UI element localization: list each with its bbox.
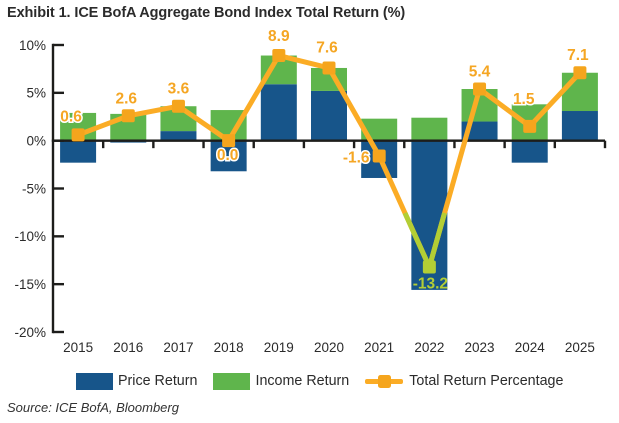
legend-line-square-marker	[377, 374, 391, 388]
x-tick	[101, 140, 105, 149]
y-tick-label-0%: 0%	[26, 133, 46, 148]
line-marker-2017	[171, 99, 185, 113]
y-tick--5%	[53, 187, 64, 190]
x-tick	[503, 140, 506, 149]
data-label-2022: -13.2	[413, 275, 448, 292]
data-label-2024: 1.5	[513, 91, 535, 108]
x-tick	[152, 140, 155, 149]
x-axis-label-2025: 2025	[565, 340, 595, 355]
plot-area: 10% 5% 0% -5% -10% -15% -20% 0.6 2.6 3.6 0.0 8.9 7.6…	[14, 27, 607, 355]
data-label-2021: -1.6	[343, 149, 370, 166]
y-tick--20%	[53, 330, 64, 334]
x-axis-label-2023: 2023	[465, 340, 495, 355]
bar-price-return-2019	[260, 84, 297, 141]
legend-label-price-return: Price Return	[118, 373, 198, 389]
line-marker-2016	[121, 109, 135, 123]
data-label-2019: 8.9	[268, 28, 290, 45]
bar-price-return-2025	[561, 111, 598, 141]
legend-item-income-return: Income Return	[213, 372, 350, 390]
legend-label-income-return: Income Return	[255, 373, 350, 389]
legend-label-total-return: Total Return Percentage	[409, 373, 564, 389]
data-label-2015: 0.6	[60, 108, 82, 125]
x-axis-label-2021: 2021	[364, 340, 394, 355]
y-tick-label-5%: 5%	[26, 86, 46, 101]
x-tick	[252, 140, 255, 149]
bar-income-return-2022	[411, 117, 448, 141]
bar-price-return-2015	[60, 140, 97, 163]
x-axis-label-2017: 2017	[163, 340, 193, 355]
line-marker-2015	[71, 128, 85, 142]
bar-price-return-2024	[511, 140, 548, 163]
x-axis-label-2020: 2020	[314, 340, 344, 355]
x-tick	[352, 140, 356, 149]
x-axis-label-2016: 2016	[113, 340, 143, 355]
y-tick-label--10%: -10%	[14, 229, 46, 244]
x-axis-line	[51, 139, 606, 142]
data-label-2017: 3.6	[168, 81, 190, 98]
y-tick-label--15%: -15%	[14, 277, 46, 292]
line-marker-2022	[422, 260, 436, 274]
data-label-2016: 2.6	[115, 90, 137, 107]
line-marker-2024	[523, 119, 537, 133]
y-tick-label--20%: -20%	[14, 325, 46, 340]
data-label-2023: 5.4	[469, 64, 491, 81]
x-axis-label-2024: 2024	[515, 340, 546, 355]
line-marker-2021	[372, 149, 386, 163]
legend-item-price-return: Price Return	[76, 372, 198, 390]
y-tick-label-10%: 10%	[19, 38, 46, 53]
data-label-2018: 0.0	[217, 147, 239, 164]
y-tick-5%	[53, 91, 64, 95]
x-axis-label-2015: 2015	[63, 340, 93, 355]
x-axis-label-2018: 2018	[214, 340, 244, 355]
y-tick--15%	[53, 282, 64, 286]
legend-item-total-return: Total Return Percentage	[365, 373, 563, 389]
x-tick	[202, 140, 205, 149]
y-tick--10%	[53, 235, 64, 238]
x-tick	[453, 140, 456, 149]
legend-line-marker-icon	[365, 374, 404, 388]
data-label-2020: 7.6	[316, 39, 338, 56]
line-marker-2025	[573, 66, 587, 80]
x-tick	[553, 140, 557, 149]
y-tick-10%	[53, 43, 64, 47]
bar-price-return-2020	[311, 90, 347, 141]
line-marker-2019	[272, 49, 286, 63]
y-tick-label--5%: -5%	[22, 181, 46, 196]
source-note: Source: ICE BofA, Bloomberg	[7, 400, 179, 415]
line-marker-2018	[222, 134, 236, 148]
data-label-2025: 7.1	[567, 47, 589, 64]
legend-swatch-income-return	[213, 372, 251, 390]
chart-title: Exhibit 1. ICE BofA Aggregate Bond Index…	[7, 5, 406, 21]
x-tick	[403, 140, 406, 149]
x-tick	[302, 140, 306, 149]
x-axis-label-2019: 2019	[264, 340, 294, 355]
bar-price-return-2017	[160, 131, 197, 141]
line-marker-2023	[473, 82, 487, 96]
x-tick	[603, 140, 607, 149]
legend-swatch-price-return	[76, 372, 113, 390]
line-marker-2020	[322, 61, 336, 75]
x-axis-label-2022: 2022	[414, 340, 444, 355]
legend: Price Return Income Return Total Return …	[76, 372, 579, 390]
